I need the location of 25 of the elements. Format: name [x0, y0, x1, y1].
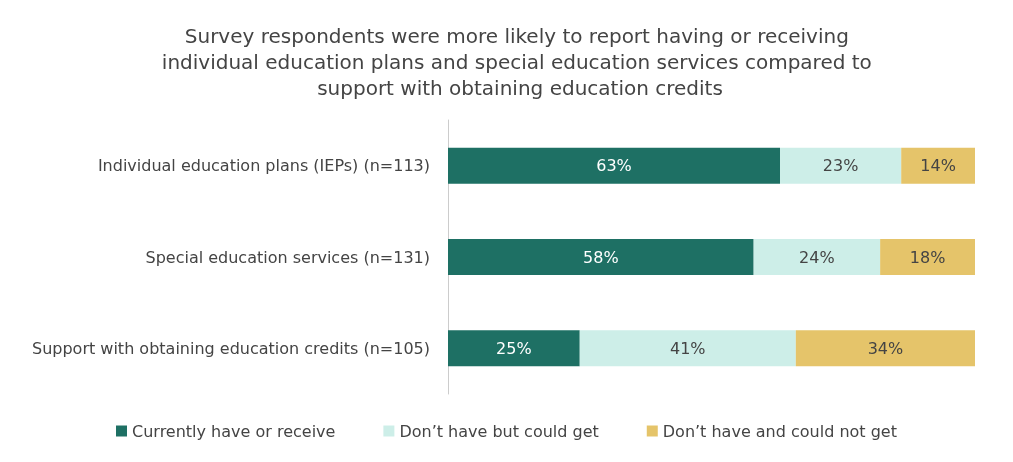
data-label: 63% — [596, 156, 632, 176]
legend-label: Don’t have but could get — [399, 421, 599, 441]
y-tick-label: Individual education plans (IEPs) (n=113) — [97, 156, 430, 176]
bar — [448, 147, 781, 184]
data-label: 23% — [822, 156, 859, 176]
bar — [795, 330, 975, 367]
bar — [753, 239, 881, 275]
bar — [901, 147, 975, 184]
data-label: 25% — [496, 338, 532, 358]
data-label: 18% — [909, 247, 946, 267]
data-label: 34% — [867, 338, 904, 358]
bar — [880, 239, 975, 275]
y-tick-label: Special education services (n=131) — [145, 247, 430, 267]
bar — [448, 330, 580, 367]
legend-label: Currently have or receive — [132, 421, 336, 441]
y-tick-label: Support with obtaining education credits (n=105) — [31, 338, 430, 358]
data-label: 58% — [583, 247, 619, 267]
bar — [780, 147, 902, 184]
data-label: 41% — [670, 338, 706, 358]
data-label: 14% — [920, 156, 956, 176]
bar — [579, 330, 796, 367]
chart-title: Survey respondents were more likely to report having or receiving individual education plans and special education services compared to support with obtaining education credits — [161, 24, 879, 100]
legend-label: Don’t have and could not get — [662, 421, 897, 441]
bar — [448, 239, 754, 275]
data-label: 24% — [799, 247, 835, 267]
